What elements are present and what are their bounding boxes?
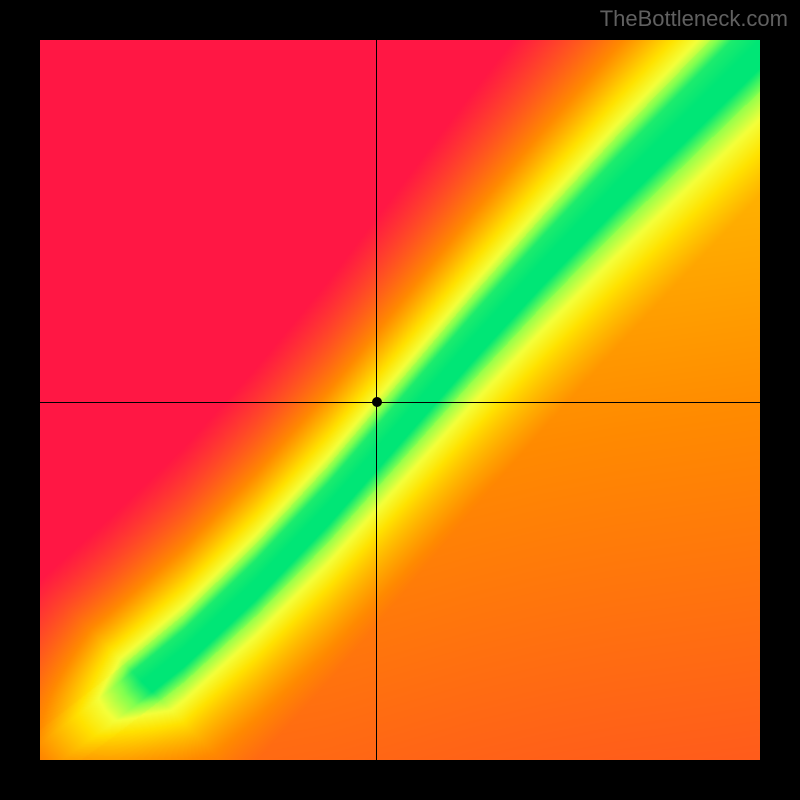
heatmap-canvas xyxy=(40,40,760,760)
plot-area xyxy=(40,40,760,760)
chart-container: TheBottleneck.com xyxy=(0,0,800,800)
watermark-text: TheBottleneck.com xyxy=(600,6,788,32)
